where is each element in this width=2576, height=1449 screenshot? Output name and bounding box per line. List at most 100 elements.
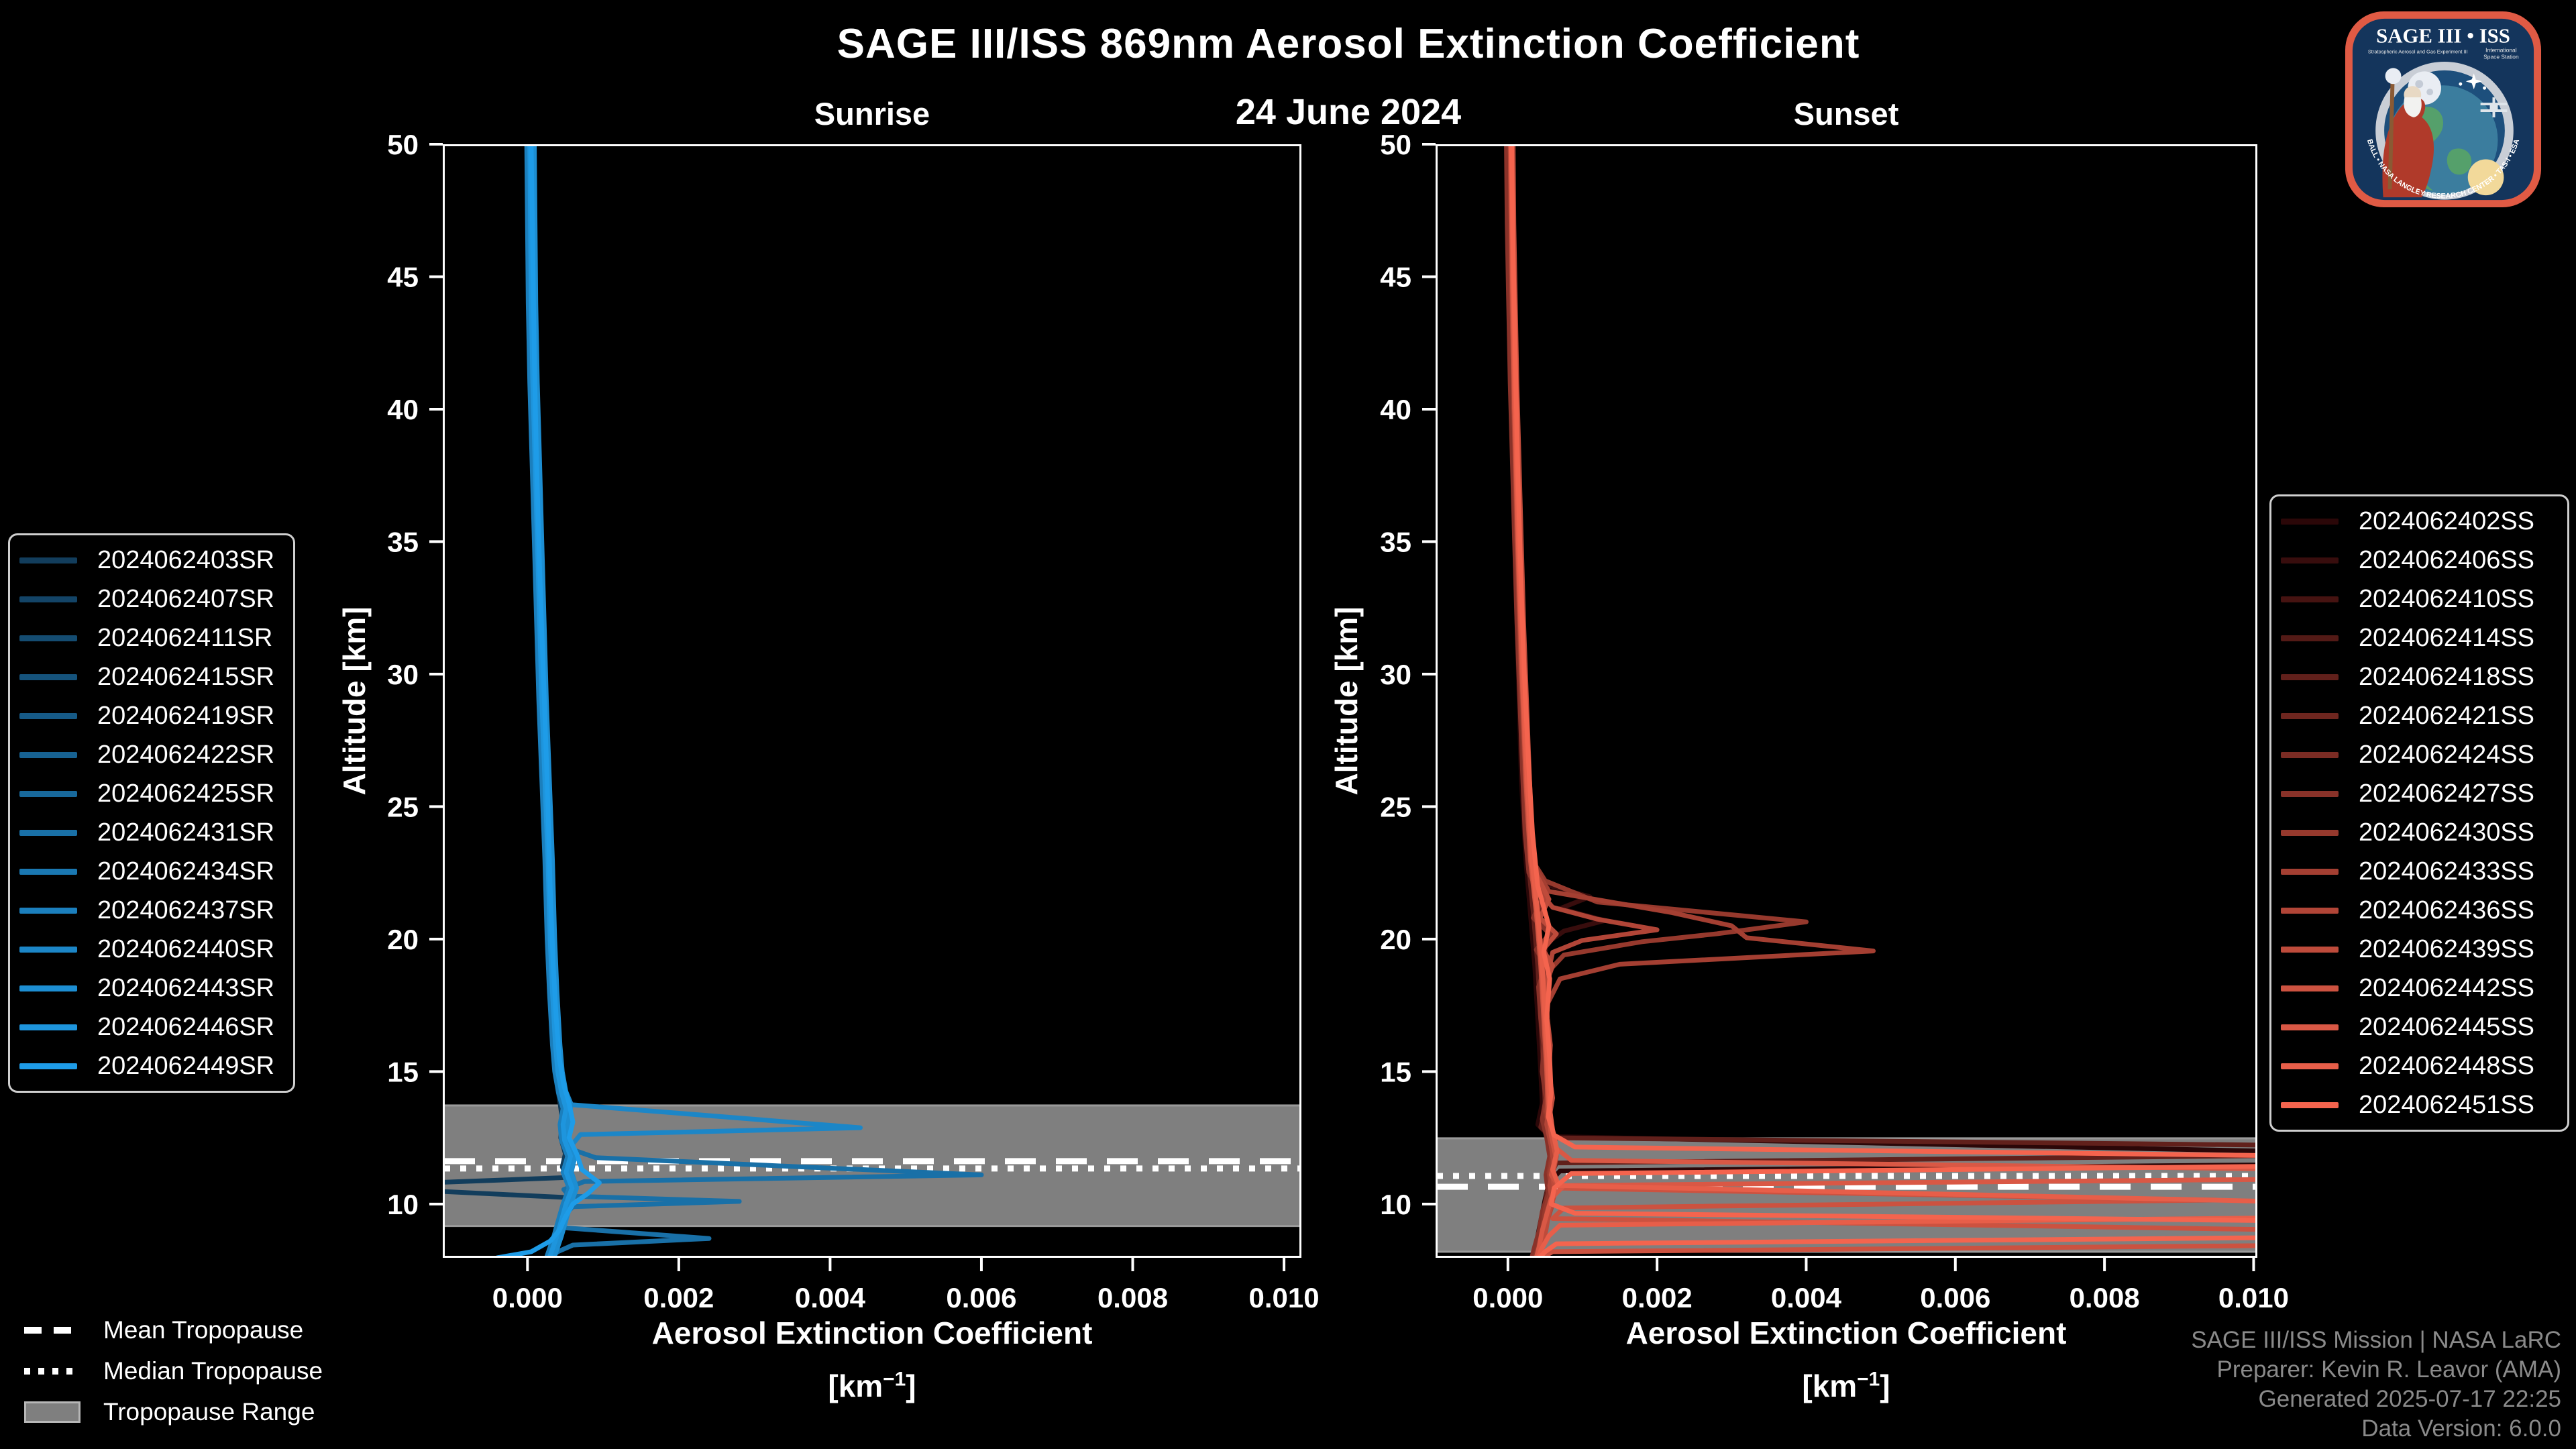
legend-item: 2024062446SR [10, 1008, 293, 1046]
footer-line: Data Version: 6.0.0 [2361, 1415, 2561, 1442]
logo-subtitle-right1: International [2485, 47, 2517, 54]
legend-item: 2024062403SR [10, 541, 293, 580]
legend-label: 2024062414SS [2359, 623, 2535, 652]
profile-line-2024062437SR [524, 144, 572, 1258]
legend-line-swatch-icon [19, 907, 77, 914]
series-group [443, 144, 984, 1258]
legend-label: 2024062431SR [97, 818, 275, 847]
legend-item: 2024062406SS [2271, 541, 2567, 580]
legend-label: 2024062449SR [97, 1051, 275, 1080]
legend-label: 2024062421SS [2359, 701, 2535, 730]
x-tick-label: 0.004 [795, 1282, 866, 1313]
y-tick-label: 25 [387, 791, 419, 822]
x-tick-label: 0.010 [1249, 1282, 1320, 1313]
median-tropopause-swatch-icon [24, 1367, 80, 1375]
legend-label: 2024062415SR [97, 662, 275, 691]
y-tick-label: 20 [387, 924, 419, 955]
legend-label: 2024062430SS [2359, 818, 2535, 847]
profile-line-2024062402SS [1507, 144, 2257, 1258]
footer-line: Generated 2025-07-17 22:25 [2258, 1386, 2561, 1412]
legend-sunrise: 2024062403SR 2024062407SR 2024062411SR 2024… [8, 533, 295, 1093]
legend-item: 2024062451SS [2271, 1085, 2567, 1124]
x-axis-label-sunset: Aerosol Extinction Coefficient [km−1] [1477, 1309, 2215, 1409]
legend-label: 2024062419SR [97, 701, 275, 730]
y-tick-label: 25 [1380, 791, 1411, 822]
legend-label: 2024062424SS [2359, 740, 2535, 769]
legend-label: 2024062410SS [2359, 584, 2535, 613]
legend-line-swatch-icon [19, 635, 77, 641]
legend-label: 2024062433SS [2359, 857, 2535, 885]
legend-item: 2024062407SR [10, 580, 293, 619]
profile-line-2024062431SR [528, 144, 984, 1258]
tropopause-legend-item: Tropopause Range [24, 1391, 323, 1432]
legend-item: 2024062431SR [10, 813, 293, 852]
legend-item: 2024062445SS [2271, 1008, 2567, 1046]
legend-line-swatch-icon [19, 674, 77, 680]
logo-sun-icon [2467, 159, 2504, 196]
x-axis-label-text: Aerosol Extinction Coefficient [651, 1316, 1093, 1350]
axes-spines [1436, 144, 2257, 1258]
profile-line-2024062430SS [1507, 144, 1809, 1258]
logo-subtitle-left: Stratospheric Aerosol and Gas Experiment… [2368, 49, 2468, 55]
legend-item: 2024062421SS [2271, 696, 2567, 735]
legend-line-swatch-icon [2281, 1024, 2339, 1030]
legend-item: 2024062425SR [10, 774, 293, 813]
x-tick-label: 0.010 [2218, 1282, 2289, 1313]
legend-label: 2024062422SR [97, 740, 275, 769]
legend-line-swatch-icon [2281, 946, 2339, 953]
series-group [1504, 144, 2257, 1258]
legend-label: 2024062418SS [2359, 662, 2535, 691]
x-tick-label: 0.002 [1622, 1282, 1693, 1313]
profile-line-2024062436SS [1507, 144, 1660, 1258]
y-tick-label: 35 [1380, 526, 1411, 557]
legend-line-swatch-icon [2281, 907, 2339, 914]
legend-label: 2024062406SS [2359, 545, 2535, 574]
legend-line-swatch-icon [19, 751, 77, 758]
legend-line-swatch-icon [19, 985, 77, 991]
legend-line-swatch-icon [19, 712, 77, 719]
x-tick-label: 0.006 [1920, 1282, 1990, 1313]
y-tick-label: 45 [1380, 261, 1411, 292]
tropopause-range-swatch-icon [24, 1401, 80, 1423]
legend-label: 2024062434SR [97, 857, 275, 885]
x-axis-unit: [km−1] [828, 1368, 916, 1404]
legend-line-swatch-icon [2281, 1063, 2339, 1069]
subplot-title-sunrise: Sunrise [814, 96, 930, 131]
y-tick-label: 30 [387, 659, 419, 690]
legend-line-swatch-icon [2281, 712, 2339, 719]
legend-line-swatch-icon [2281, 751, 2339, 758]
legend-line-swatch-icon [19, 596, 77, 602]
legend-label: 2024062443SR [97, 973, 275, 1002]
legend-label: 2024062407SR [97, 584, 275, 613]
tropopause-legend-label: Median Tropopause [103, 1356, 323, 1385]
logo-stars-icon [2459, 73, 2487, 90]
legend-item: 2024062402SS [2271, 502, 2567, 541]
legend-label: 2024062425SR [97, 779, 275, 808]
y-tick-label: 40 [387, 394, 419, 425]
date-subtitle: 24 June 2024 [1235, 92, 1462, 132]
profile-line-2024062442SS [1508, 144, 2257, 1258]
axes-spines [443, 144, 1301, 1258]
profile-line-2024062433SS [1507, 144, 1876, 1258]
plot-sunset: 0.000 0.002 0.004 0.006 0.008 0.010 10 15 20 25 30… [1380, 129, 2289, 1313]
legend-item: 2024062411SR [10, 619, 293, 657]
legend-item: 2024062439SS [2271, 930, 2567, 969]
x-tick-label: 0.002 [643, 1282, 714, 1313]
profile-line-2024062445SS [1508, 144, 2257, 1258]
legend-line-swatch-icon [2281, 790, 2339, 797]
legend-label: 2024062448SS [2359, 1051, 2535, 1080]
legend-line-swatch-icon [19, 1063, 77, 1069]
y-axis-label-sunrise: Altitude [km] [337, 606, 372, 796]
y-tick-label: 15 [1380, 1056, 1411, 1087]
legend-item: 2024062434SR [10, 852, 293, 891]
x-tick-label: 0.000 [492, 1282, 563, 1313]
tropopause-legend: Mean Tropopause Median Tropopause Tropop… [24, 1309, 323, 1432]
footer-line: SAGE III/ISS Mission | NASA LaRC [2191, 1327, 2561, 1353]
x-tick-label: 0.004 [1771, 1282, 1842, 1313]
legend-item: 2024062414SS [2271, 619, 2567, 657]
legend-item: 2024062430SS [2271, 813, 2567, 852]
legend-line-swatch-icon [19, 868, 77, 875]
x-tick-label: 0.008 [1097, 1282, 1168, 1313]
legend-item: 2024062419SR [10, 696, 293, 735]
